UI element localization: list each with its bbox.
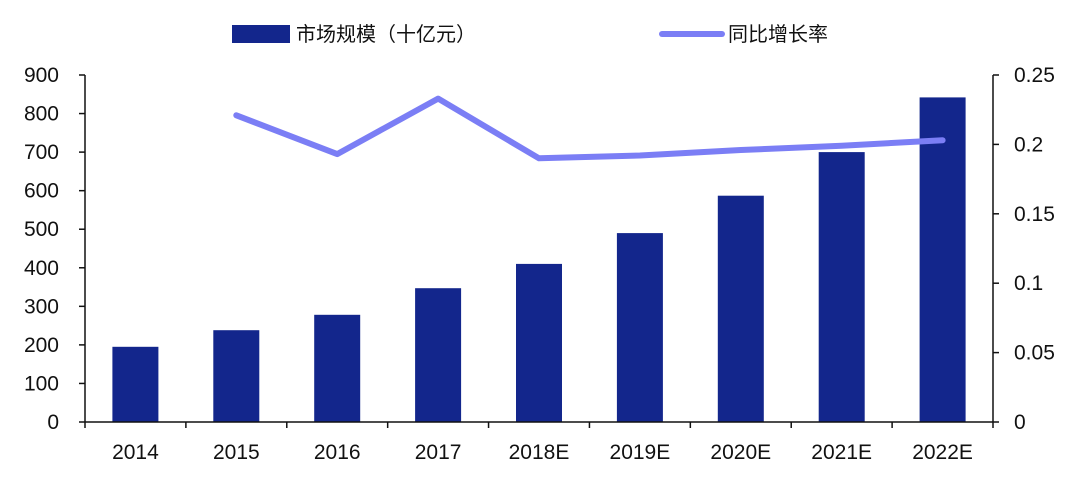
x-tick-label-2014: 2014 <box>112 441 159 464</box>
x-tick-label-2018E: 2018E <box>509 441 570 464</box>
y-right-tick-label: 0 <box>1014 411 1026 434</box>
growth-rate-line <box>233 95 946 162</box>
y-left-tick-label: 400 <box>24 257 59 280</box>
y-left-tick-label: 700 <box>24 141 59 164</box>
x-tick-label-2015: 2015 <box>213 441 260 464</box>
legend-label-market-size: 市场规模（十亿元） <box>296 22 476 46</box>
y-left-tick-label: 800 <box>24 103 59 126</box>
y-right-tick-label: 0.1 <box>1014 272 1043 295</box>
legend-swatch-market-size <box>232 25 290 43</box>
x-tick-label-2019E: 2019E <box>610 441 671 464</box>
bar-series <box>112 97 966 423</box>
y-left-tick-label: 100 <box>24 372 59 395</box>
y-left-tick-label: 200 <box>24 334 59 357</box>
y-right-tick-label: 0.05 <box>1014 342 1055 365</box>
line-series <box>233 95 946 162</box>
bar-2021E <box>818 152 865 422</box>
bar-2016 <box>314 314 361 422</box>
y-left-tick-label: 900 <box>24 64 59 87</box>
y-right-tick-label: 0.25 <box>1014 64 1055 87</box>
bar-2020E <box>717 195 764 422</box>
x-tick-label-2016: 2016 <box>314 441 361 464</box>
bar-2015 <box>213 330 260 422</box>
bar-2018E <box>516 263 562 422</box>
x-tick-label-2017: 2017 <box>415 441 462 464</box>
y-left-tick-label: 300 <box>24 295 59 318</box>
axes: 0 100 200 300 400 500 600 700 800 900 0 0.05 0.1 0.15… <box>24 64 1055 464</box>
x-tick-label-2020E: 2020E <box>710 441 771 464</box>
y-left-tick-label: 600 <box>24 180 59 203</box>
y-right-tick-label: 0.2 <box>1014 133 1043 156</box>
bar-2014 <box>112 346 159 422</box>
y-left-tick-label: 500 <box>24 218 59 241</box>
legend: 市场规模（十亿元） 同比增长率 <box>232 22 828 46</box>
bar-2022E <box>919 97 966 423</box>
y-right-tick-label: 0.15 <box>1014 203 1055 226</box>
bar-2019E <box>616 233 663 422</box>
legend-label-growth-rate: 同比增长率 <box>728 22 828 46</box>
x-tick-label-2022E: 2022E <box>912 441 973 464</box>
x-tick-label-2021E: 2021E <box>811 441 872 464</box>
y-left-tick-label: 0 <box>47 411 59 434</box>
bar-2017 <box>415 288 462 422</box>
